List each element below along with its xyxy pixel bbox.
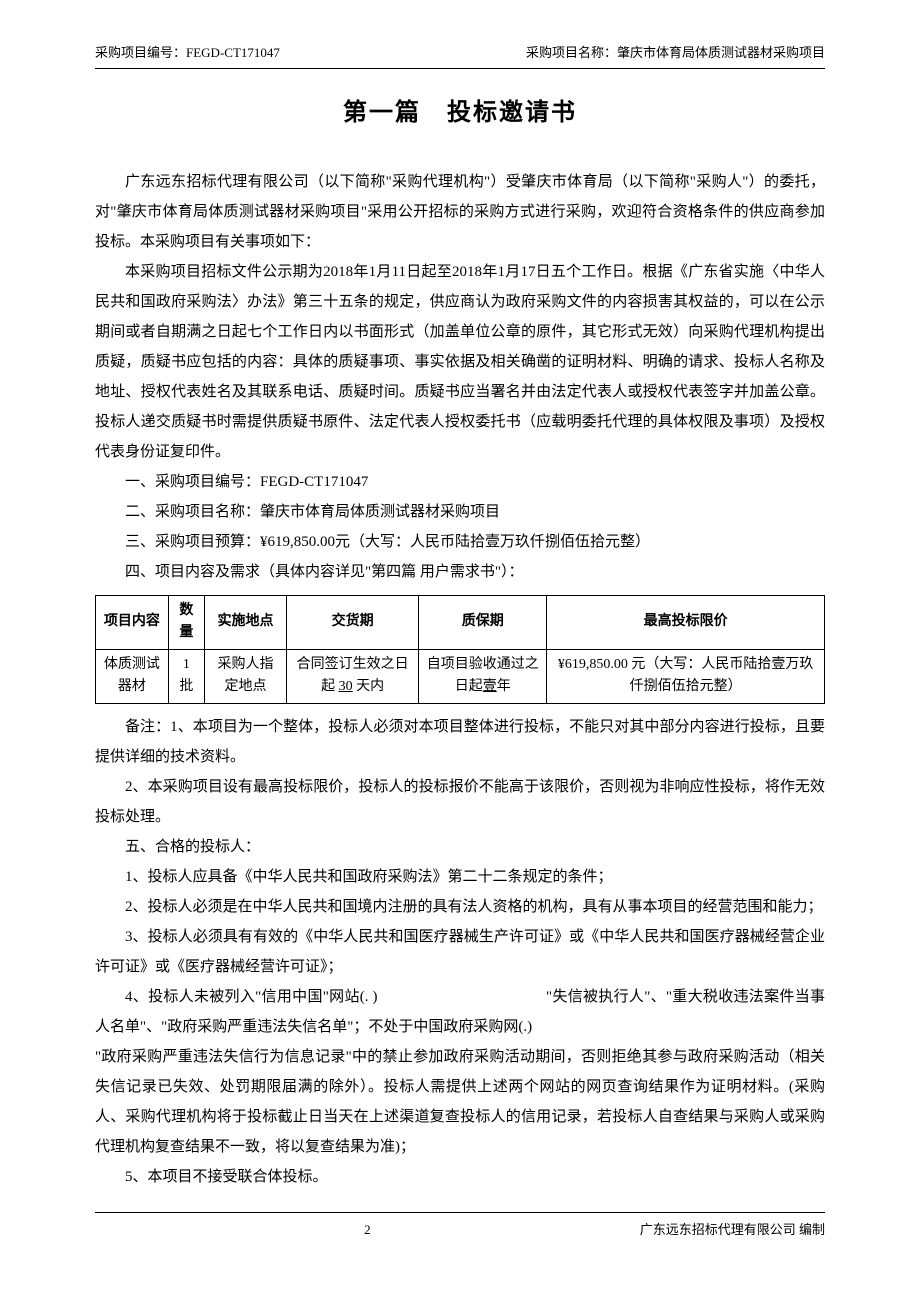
item-4: 四、项目内容及需求（具体内容详见"第四篇 用户需求书"）： [95, 557, 825, 587]
footer-right: 广东远东招标代理有限公司 编制 [640, 1217, 825, 1243]
item-3: 三、采购项目预算：¥619,850.00元（大写：人民币陆拾壹万玖仟捌佰伍拾元整… [95, 527, 825, 557]
note-1: 备注：1、本项目为一个整体，投标人必须对本项目整体进行投标，不能只对其中部分内容… [95, 712, 825, 772]
item-2: 二、采购项目名称：肇庆市体育局体质测试器材采购项目 [95, 497, 825, 527]
th-maxprice: 最高投标限价 [547, 596, 825, 650]
intro-para-2: 本采购项目招标文件公示期为2018年1月11日起至2018年1月17日五个工作日… [95, 257, 825, 467]
th-location: 实施地点 [204, 596, 286, 650]
header-right: 采购项目名称：肇庆市体育局体质测试器材采购项目 [526, 40, 825, 66]
td-delivery: 合同签订生效之日起 30 天内 [286, 649, 418, 703]
qualifier-4: 4、投标人未被列入"信用中国"网站(. ) "失信被执行人"、"重大税收违法案件… [95, 982, 825, 1042]
page-footer: 2 广东远东招标代理有限公司 编制 [95, 1212, 825, 1243]
td-qty: 1 批 [168, 649, 204, 703]
table-row: 体质测试器材 1 批 采购人指定地点 合同签订生效之日起 30 天内 自项目验收… [96, 649, 825, 703]
section5-title: 五、合格的投标人： [95, 832, 825, 862]
document-title: 第一篇 投标邀请书 [95, 89, 825, 137]
qualifier-1: 1、投标人应具备《中华人民共和国政府采购法》第二十二条规定的条件； [95, 862, 825, 892]
th-content: 项目内容 [96, 596, 169, 650]
header-left: 采购项目编号：FEGD-CT171047 [95, 40, 280, 66]
note-2: 2、本采购项目设有最高投标限价，投标人的投标报价不能高于该限价，否则视为非响应性… [95, 772, 825, 832]
page-number: 2 [95, 1217, 640, 1243]
td-location: 采购人指定地点 [204, 649, 286, 703]
table-header-row: 项目内容 数量 实施地点 交货期 质保期 最高投标限价 [96, 596, 825, 650]
td-maxprice: ¥619,850.00 元（大写：人民币陆拾壹万玖仟捌佰伍拾元整） [547, 649, 825, 703]
intro-para-1: 广东远东招标代理有限公司（以下简称"采购代理机构"）受肇庆市体育局（以下简称"采… [95, 167, 825, 257]
td-content: 体质测试器材 [96, 649, 169, 703]
item-1: 一、采购项目编号：FEGD-CT171047 [95, 467, 825, 497]
qualifier-2: 2、投标人必须是在中华人民共和国境内注册的具有法人资格的机构，具有从事本项目的经… [95, 892, 825, 922]
qualifier-4b: "政府采购严重违法失信行为信息记录"中的禁止参加政府采购活动期间，否则拒绝其参与… [95, 1042, 825, 1162]
qualifier-3: 3、投标人必须具有有效的《中华人民共和国医疗器械生产许可证》或《中华人民共和国医… [95, 922, 825, 982]
qualifier-5: 5、本项目不接受联合体投标。 [95, 1162, 825, 1192]
th-qty: 数量 [168, 596, 204, 650]
project-table: 项目内容 数量 实施地点 交货期 质保期 最高投标限价 体质测试器材 1 批 采… [95, 595, 825, 704]
th-warranty: 质保期 [419, 596, 547, 650]
th-delivery: 交货期 [286, 596, 418, 650]
page-header: 采购项目编号：FEGD-CT171047 采购项目名称：肇庆市体育局体质测试器材… [95, 40, 825, 69]
td-warranty: 自项目验收通过之日起壹年 [419, 649, 547, 703]
